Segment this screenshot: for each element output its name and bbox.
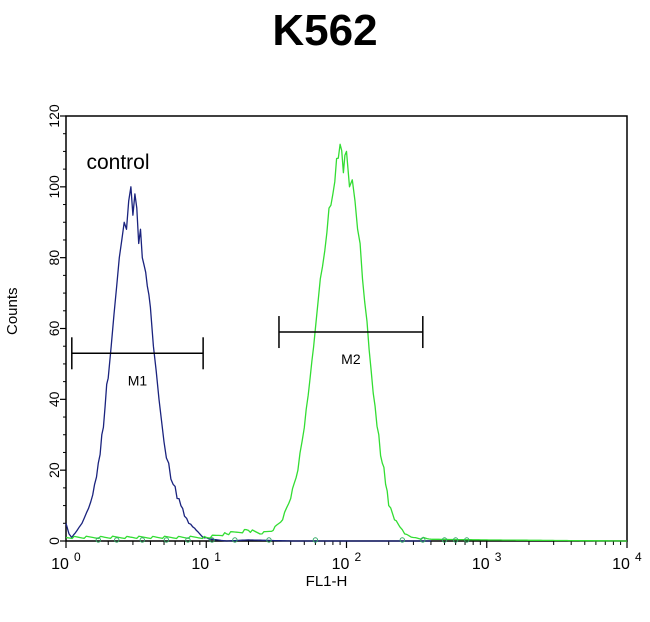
baseline-dot xyxy=(464,537,470,543)
y-tick-label: 0 xyxy=(46,537,62,545)
y-tick-label: 80 xyxy=(46,250,62,266)
baseline-dot xyxy=(95,537,102,543)
y-tick-label: 60 xyxy=(46,321,62,337)
baseline-dot xyxy=(420,537,426,543)
series-line-0 xyxy=(65,186,431,542)
y-tick-label: 100 xyxy=(46,175,62,199)
x-tick-label: 10 xyxy=(191,556,209,573)
x-tick-exponent: 1 xyxy=(214,550,221,564)
baseline-dot xyxy=(209,537,215,543)
series-line-1 xyxy=(65,143,627,542)
baseline-dot xyxy=(312,537,319,543)
plot-frame xyxy=(65,115,628,542)
marker-label: M2 xyxy=(341,351,361,367)
x-tick-label: 10 xyxy=(612,556,630,573)
baseline-dot xyxy=(266,537,272,543)
baseline-dot xyxy=(114,537,120,543)
baseline-dot xyxy=(441,537,448,543)
baseline-dot xyxy=(185,537,191,543)
y-tick-label: 20 xyxy=(46,462,62,478)
baseline-dot xyxy=(139,537,146,543)
marker-label: M1 xyxy=(128,372,148,388)
x-tick-exponent: 3 xyxy=(495,550,502,564)
y-tick-label: 40 xyxy=(46,391,62,407)
x-tick-label: 10 xyxy=(332,556,350,573)
baseline-dot xyxy=(163,537,170,543)
x-tick-label: 10 xyxy=(472,556,490,573)
y-tick-label: 120 xyxy=(46,104,62,128)
annotation-label: control xyxy=(86,151,149,174)
x-tick-exponent: 4 xyxy=(635,550,642,564)
baseline-dot xyxy=(452,537,459,543)
x-tick-exponent: 0 xyxy=(74,550,81,564)
x-tick-exponent: 2 xyxy=(355,550,362,564)
baseline-dot xyxy=(399,537,406,543)
x-tick-label: 10 xyxy=(51,556,69,573)
baseline-dot xyxy=(232,537,238,543)
x-axis-label: FL1-H xyxy=(306,573,348,590)
chart-title: K562 xyxy=(272,6,378,55)
